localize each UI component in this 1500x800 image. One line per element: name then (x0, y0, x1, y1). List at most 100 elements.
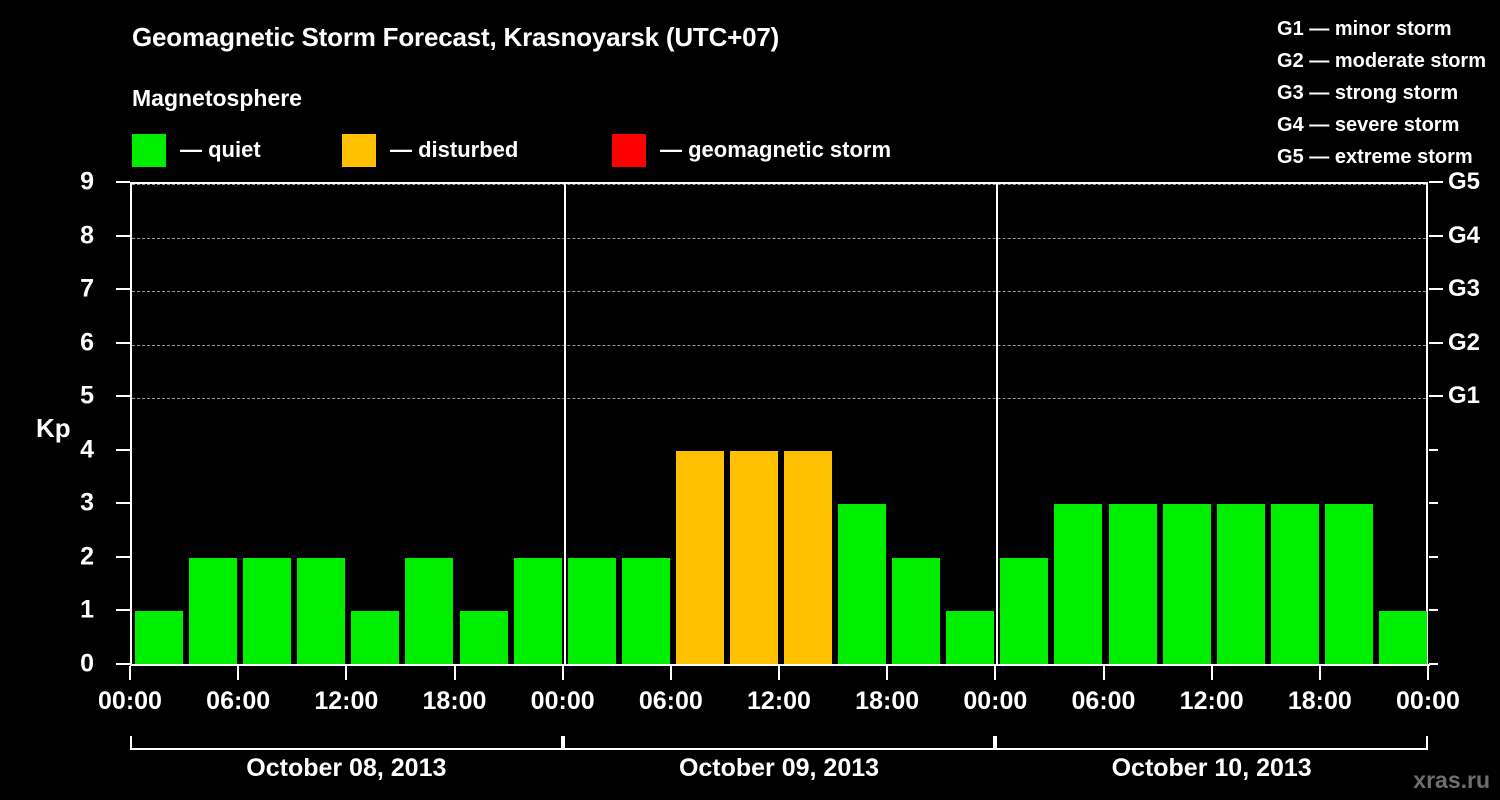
x-tick-mark-12 (1427, 666, 1429, 680)
g-tick-label-g5: G5 (1448, 168, 1481, 195)
gridline-kp-7 (132, 291, 1426, 293)
g-legend-row-g2: G2 — moderate storm (1277, 50, 1486, 72)
x-tick-label-8: 00:00 (963, 687, 1028, 715)
kp-bar (1378, 611, 1427, 665)
x-tick-mark-5 (669, 666, 672, 680)
y-tick-mark-3 (116, 502, 130, 505)
g-axis-minor-tick-1 (1429, 609, 1438, 612)
y-tick-mark-8 (116, 234, 130, 237)
kp-bar (567, 557, 616, 665)
y-tick-label-5: 5 (80, 381, 94, 410)
x-tick-mark-7 (886, 666, 889, 680)
x-tick-label-5: 06:00 (638, 687, 703, 715)
gridline-kp-5 (132, 398, 1426, 400)
x-tick-mark-4 (561, 666, 564, 680)
plot-area (130, 182, 1428, 665)
x-tick-label-4: 00:00 (530, 687, 595, 715)
g-tick-label-g4: G4 (1448, 221, 1481, 249)
day-divider-2 (996, 184, 999, 665)
x-tick-mark-11 (1318, 666, 1321, 680)
y-tick-label-2: 2 (80, 542, 94, 571)
kp-bar (838, 504, 887, 665)
kp-bar (513, 557, 562, 665)
g-tick-mark-g5 (1429, 181, 1443, 183)
legend-entry-quiet: — quiet (132, 133, 261, 167)
g-tick-mark-g3 (1429, 288, 1443, 291)
g-axis-minor-tick-0 (1429, 663, 1438, 665)
legend-label-quiet: — quiet (180, 137, 261, 162)
y-tick-label-0: 0 (80, 649, 94, 678)
y-tick-mark-9 (116, 181, 130, 183)
g-tick-label-g1: G1 (1448, 382, 1481, 410)
watermark: xras.ru (1413, 767, 1490, 793)
kp-bar (784, 450, 833, 665)
date-bracket-1 (130, 736, 563, 750)
kp-bar (1324, 504, 1373, 665)
x-tick-mark-8 (994, 666, 997, 680)
kp-bar (1216, 504, 1265, 665)
day-divider-1 (563, 184, 566, 665)
kp-bar (297, 557, 346, 665)
date-bracket-3 (995, 736, 1428, 750)
kp-bar (621, 557, 670, 665)
kp-bar (946, 611, 995, 665)
y-tick-label-4: 4 (80, 435, 94, 464)
y-tick-mark-6 (116, 341, 130, 344)
x-axis-baseline (130, 664, 1430, 666)
g-tick-label-g3: G3 (1448, 275, 1481, 303)
x-tick-label-10: 12:00 (1179, 687, 1244, 715)
g-tick-mark-g4 (1429, 234, 1443, 237)
g-legend-row-g4: G4 — severe storm (1277, 114, 1460, 136)
kp-bar (1162, 504, 1211, 665)
x-tick-mark-9 (1102, 666, 1105, 680)
gridline-kp-8 (132, 237, 1426, 239)
legend-entry-disturbed: — disturbed (342, 133, 518, 167)
gridline-kp-9 (132, 184, 1426, 185)
y-tick-mark-1 (116, 609, 130, 612)
kp-bar (1054, 504, 1103, 665)
x-tick-label-3: 18:00 (422, 687, 487, 715)
kp-bar (189, 557, 238, 665)
g-axis-minor-tick-2 (1429, 555, 1438, 558)
x-tick-label-9: 06:00 (1071, 687, 1136, 715)
y-tick-label-8: 8 (80, 221, 94, 250)
magnetosphere-heading: Magnetosphere (132, 85, 302, 111)
y-tick-label-3: 3 (80, 488, 94, 517)
x-tick-label-6: 12:00 (747, 687, 811, 715)
y-tick-label-6: 6 (80, 328, 94, 357)
x-tick-label-0: 00:00 (98, 687, 162, 715)
g-axis-minor-tick-4 (1429, 448, 1438, 451)
g-legend-row-g5: G5 — extreme storm (1277, 146, 1473, 168)
legend-swatch-disturbed-icon (342, 133, 376, 167)
x-tick-label-7: 18:00 (855, 687, 920, 715)
y-tick-mark-5 (116, 395, 130, 398)
x-tick-mark-0 (129, 666, 131, 680)
y-tick-mark-2 (116, 555, 130, 558)
legend-swatch-geomagnetic-storm-icon (612, 133, 646, 167)
date-bracket-2 (562, 736, 996, 750)
y-axis-title: Kp (36, 413, 71, 443)
kp-bar (892, 557, 941, 665)
x-tick-label-1: 06:00 (206, 687, 271, 715)
legend-entry-geomagnetic-storm: — geomagnetic storm (612, 133, 891, 167)
x-tick-label-12: 00:00 (1396, 687, 1460, 715)
date-label-2: October 09, 2013 (678, 754, 880, 782)
kp-bar (1108, 504, 1157, 665)
kp-bar (459, 611, 508, 665)
legend-swatch-quiet-icon (132, 133, 166, 167)
kp-bar (729, 450, 778, 665)
legend-label-disturbed: — disturbed (390, 137, 519, 162)
x-tick-mark-6 (778, 666, 780, 680)
x-tick-label-2: 12:00 (314, 687, 379, 715)
y-tick-label-9: 9 (80, 167, 94, 196)
page-title: Geomagnetic Storm Forecast, Krasnoyarsk … (132, 22, 780, 52)
kp-bar (351, 611, 400, 665)
plot-gridlines (132, 184, 1426, 665)
kp-bar (1270, 504, 1319, 665)
kp-bar (243, 557, 292, 665)
g-legend-row-g3: G3 — strong storm (1277, 82, 1459, 104)
date-label-3: October 10, 2013 (1111, 754, 1312, 782)
y-tick-mark-4 (116, 448, 130, 451)
g-legend-row-g1: G1 — minor storm (1277, 18, 1452, 40)
date-label-1: October 08, 2013 (246, 754, 447, 782)
